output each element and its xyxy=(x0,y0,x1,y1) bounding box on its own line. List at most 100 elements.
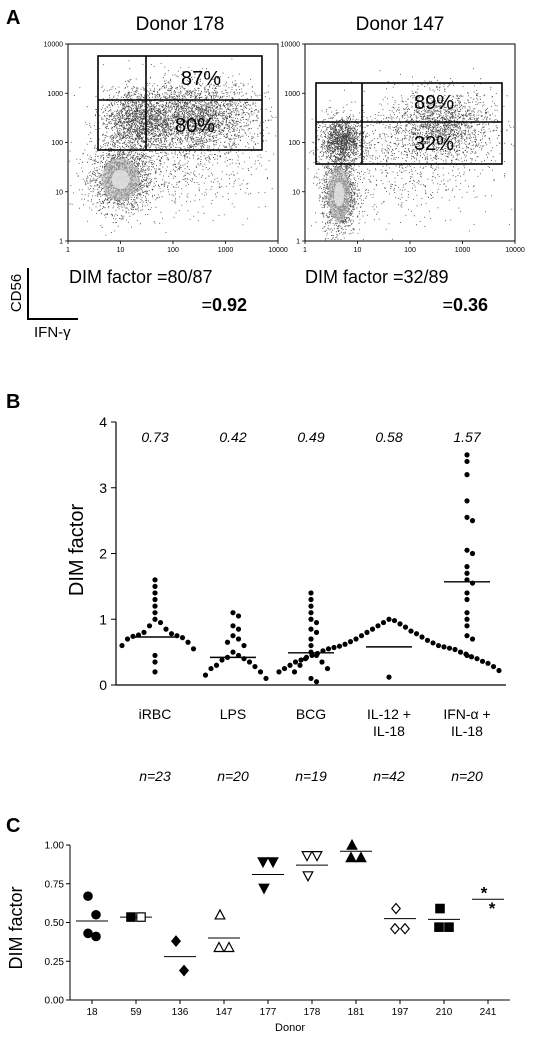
panel-c-xtick-label: 210 xyxy=(436,1007,453,1018)
dim-result-147: =0.36 xyxy=(442,295,488,315)
panel-b-point xyxy=(308,636,314,642)
donor-178-title: Donor 178 xyxy=(136,14,225,35)
panel-b-point xyxy=(386,674,392,680)
panel-b-point xyxy=(452,646,458,653)
panel-c-marker-diamond xyxy=(171,935,181,948)
panel-b-point xyxy=(224,654,231,660)
panel-c-ytick-label: 1.00 xyxy=(45,841,65,852)
panel-c-ytick-label: 0.75 xyxy=(45,879,65,890)
panel-b-point xyxy=(419,634,425,640)
panel-b-n-label: n=42 xyxy=(373,768,405,784)
panel-b-ytick-label: 1 xyxy=(99,611,107,627)
donor-147-title: Donor 147 xyxy=(356,14,445,35)
panel-b-point xyxy=(464,616,470,622)
panel-c-xlabel: Donor xyxy=(275,1022,305,1034)
panel-c-marker-asterisk: * xyxy=(481,884,488,903)
panel-b-point xyxy=(464,596,470,603)
panel-b-ytick-label: 2 xyxy=(99,546,107,562)
panel-b-point xyxy=(235,626,242,632)
panel-b-point xyxy=(287,662,293,668)
ytick-label: 10000 xyxy=(44,42,64,49)
panel-b-point xyxy=(152,610,158,616)
panel-b-point xyxy=(152,659,158,665)
panel-b-point xyxy=(469,518,476,524)
dim-formula-147: DIM factor =32/89 xyxy=(305,267,449,287)
plot-a1-axis-ticks: 11 10 10 100 100 1000 1000 10000 10000 xyxy=(44,42,288,255)
panel-c-marker-square xyxy=(435,903,445,914)
panel-b-point xyxy=(314,650,321,657)
panel-c-marker-triangle-down xyxy=(301,851,313,862)
panel-b-point xyxy=(347,639,354,645)
panel-b-point xyxy=(130,633,136,639)
panel-b-point xyxy=(464,570,470,576)
panel-b-point xyxy=(235,636,242,642)
panel-c-xtick-label: 147 xyxy=(216,1007,233,1018)
panel-b-point xyxy=(364,629,370,636)
xtick-label: 10000 xyxy=(505,247,525,254)
panel-b-point xyxy=(163,626,169,632)
xtick-label: 1000 xyxy=(455,247,471,254)
panel-c-marker-circle xyxy=(83,928,93,939)
panel-c-marker-triangle-up xyxy=(213,941,225,953)
cd56-label: CD56 xyxy=(8,274,25,312)
xtick-label: 1 xyxy=(303,247,307,254)
panel-b-point xyxy=(297,662,303,668)
panel-b-point xyxy=(230,649,236,655)
panel-b-point xyxy=(464,514,470,520)
ifng-label: IFN-γ xyxy=(34,324,71,341)
panel-b-point xyxy=(219,657,225,663)
panel-b-point xyxy=(342,641,348,647)
panel-b-point xyxy=(241,642,247,649)
panel-b-median-label: 0.73 xyxy=(141,429,168,445)
panel-b-point xyxy=(309,652,315,659)
panel-b-point xyxy=(141,629,147,636)
ytick-label: 100 xyxy=(288,140,300,147)
gate-a1-outer xyxy=(97,55,263,151)
gate-a2-outer xyxy=(315,82,503,165)
panel-c-plot: 0.00 0.25 0.50 0.75 1.00 18 59 136 147 177 178 181 1… xyxy=(45,838,510,1018)
panel-c-xtick-label: 59 xyxy=(130,1007,142,1018)
panel-c-marker-triangle-down xyxy=(302,871,314,883)
panel-b-point xyxy=(408,628,414,634)
panel-b-point xyxy=(308,610,314,616)
panel-b-point xyxy=(235,652,242,659)
panel-c-marker-asterisk: * xyxy=(489,899,496,918)
flow-events-scatterA2 xyxy=(307,68,514,241)
flow-events-scatterA1 xyxy=(69,58,277,236)
panel-b-point xyxy=(397,621,403,627)
panel-b-point xyxy=(324,665,331,672)
panel-c-xtick-label: 178 xyxy=(304,1007,321,1018)
panel-b-point xyxy=(168,631,175,637)
panel-c-xtick-label: 18 xyxy=(86,1007,98,1018)
panel-b-point xyxy=(464,652,470,659)
quadrant-upper-label-a1: 87% xyxy=(181,68,221,90)
panel-b-point xyxy=(331,644,337,651)
ytick-label: 10 xyxy=(292,189,300,196)
panel-b-point xyxy=(308,642,314,649)
panel-b-point xyxy=(319,659,325,665)
panel-c-xtick-label: 197 xyxy=(392,1007,409,1018)
panel-b-point xyxy=(291,669,298,675)
panel-b-point xyxy=(430,640,436,646)
panel-b-point xyxy=(202,672,209,678)
panel-b-point xyxy=(469,550,476,557)
panel-b-median-label: 0.49 xyxy=(297,429,324,445)
panel-b-point xyxy=(230,610,236,616)
panel-b-point xyxy=(402,624,409,630)
panel-b-category-label: IL-12 + xyxy=(367,706,411,722)
panel-b-median-label: 0.58 xyxy=(375,429,402,445)
panel-b-category-label: LPS xyxy=(220,706,246,722)
panel-b-point xyxy=(152,669,158,675)
panel-c-ytick-label: 0.25 xyxy=(45,957,65,968)
panel-c-marker-diamond xyxy=(400,922,410,935)
panel-b-point xyxy=(313,619,320,626)
panel-b-n-label: n=19 xyxy=(295,768,327,784)
panel-b-point xyxy=(124,636,131,642)
xtick-label: 10000 xyxy=(268,247,288,254)
panel-c-marker-diamond xyxy=(390,922,400,935)
panel-b-point xyxy=(263,675,269,682)
panel-c-xtick-label: 241 xyxy=(480,1007,497,1018)
panel-b-point xyxy=(380,619,387,626)
panel-b-ylabel: DIM factor xyxy=(66,504,88,597)
